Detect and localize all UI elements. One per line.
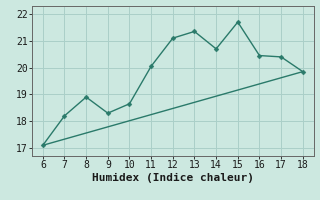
X-axis label: Humidex (Indice chaleur): Humidex (Indice chaleur) xyxy=(92,173,254,183)
